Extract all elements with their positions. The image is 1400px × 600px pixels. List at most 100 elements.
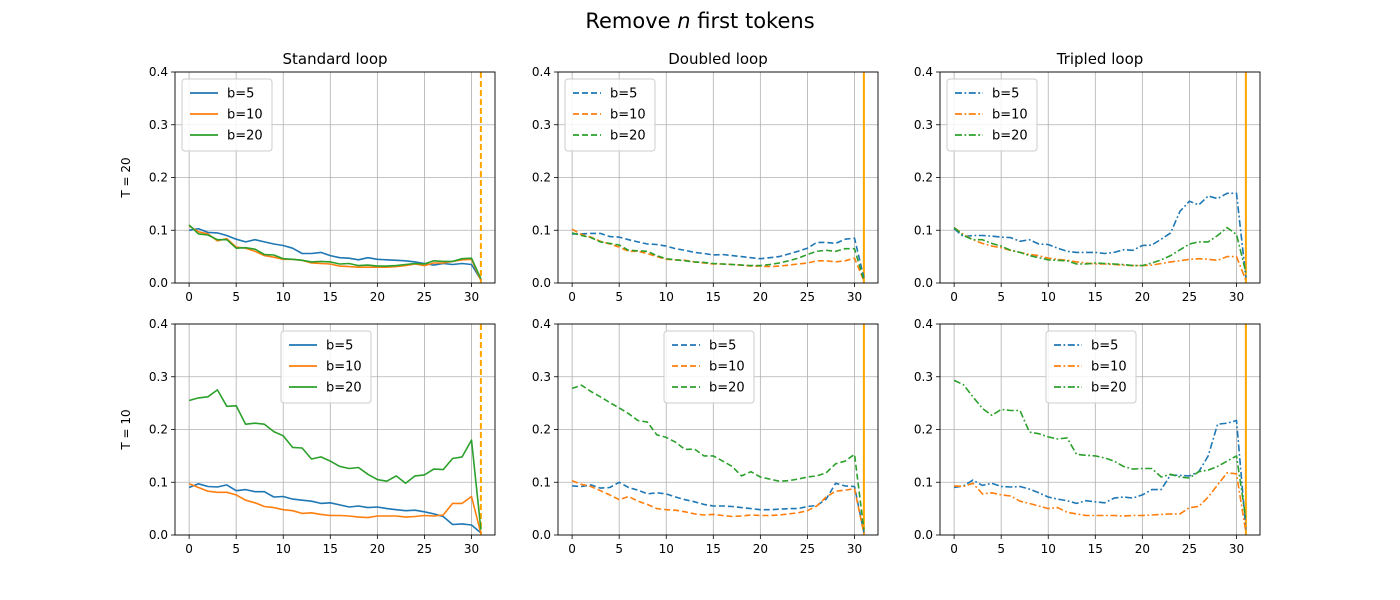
legend-box: [181, 78, 273, 152]
y-axis-label: T = 10: [119, 409, 133, 450]
series-line-b-20: [571, 384, 865, 530]
legend-label: b=10: [1091, 360, 1127, 375]
series-line-b-5: [188, 227, 482, 281]
x-tick-label: 25: [800, 290, 815, 304]
x-tick-label: 20: [370, 290, 385, 304]
series-line-b-5: [572, 232, 865, 278]
x-tick-label: 20: [753, 290, 768, 304]
y-tick-label: 0.2: [914, 423, 933, 437]
legend-label: b=5: [992, 87, 1019, 102]
x-tick-label: 5: [615, 542, 623, 556]
x-tick-label: 10: [659, 542, 674, 556]
series-line-b-10: [188, 225, 482, 281]
x-tick-label: 20: [753, 542, 768, 556]
y-tick-label: 0.4: [532, 317, 551, 331]
x-tick-label: 30: [464, 290, 479, 304]
y-tick-label: 0.3: [532, 118, 551, 132]
series-line-b-20: [188, 389, 482, 530]
y-tick-label: 0.4: [532, 65, 551, 79]
x-tick-label: 10: [1041, 542, 1056, 556]
subplot-4: 0 5 10 15 20 25 30 0.0 0.1 0.2 0.3 0.4 T = 10 b=5 b=10…: [119, 317, 496, 556]
y-tick-label: 0.3: [149, 370, 168, 384]
subplot-2: 0 5 10 15 20 25 30 0.0 0.1 0.2 0.3 0.4 Doubled loop b…: [532, 50, 879, 304]
y-tick-label: 0.0: [149, 528, 168, 542]
y-tick-label: 0.2: [149, 171, 168, 185]
axes-frame: [557, 323, 879, 536]
x-tick-label: 0: [950, 290, 958, 304]
legend-box: [280, 330, 372, 404]
y-tick-label: 0.1: [149, 475, 168, 489]
legend-label: b=20: [709, 381, 745, 396]
y-tick-label: 0.0: [914, 276, 933, 290]
y-tick-label: 0.0: [532, 276, 551, 290]
legend: b=5 b=10 b=20: [280, 330, 372, 404]
y-tick-label: 0.1: [914, 223, 933, 237]
x-tick-label: 5: [997, 542, 1005, 556]
x-tick-label: 30: [1229, 542, 1244, 556]
y-tick-label: 0.1: [149, 223, 168, 237]
y-tick-label: 0.0: [532, 528, 551, 542]
x-tick-label: 25: [1182, 290, 1197, 304]
x-tick-label: 10: [276, 542, 291, 556]
y-tick-label: 0.3: [532, 370, 551, 384]
x-tick-label: 25: [417, 542, 432, 556]
x-tick-label: 10: [1041, 290, 1056, 304]
axes-frame: [174, 71, 496, 284]
x-tick-label: 15: [706, 542, 721, 556]
subplot-title: Standard loop: [282, 50, 387, 68]
x-tick-label: 0: [568, 542, 576, 556]
plot-area: [953, 72, 1247, 283]
subplot-1: 0 5 10 15 20 25 30 0.0 0.1 0.2 0.3 0.4 Standard loop…: [119, 50, 496, 304]
subplot-grid: 0 5 10 15 20 25 30 0.0 0.1 0.2 0.3 0.4 Standard loop…: [119, 50, 1261, 556]
legend-label: b=10: [326, 360, 362, 375]
x-tick-label: 20: [1135, 542, 1150, 556]
legend-label: b=20: [1091, 381, 1127, 396]
legend-label: b=10: [227, 108, 263, 123]
x-tick-label: 5: [997, 290, 1005, 304]
series-line-b-20: [953, 226, 1247, 273]
x-tick-label: 15: [323, 542, 338, 556]
legend-label: b=5: [610, 87, 637, 102]
series-line-b-5: [188, 482, 482, 534]
y-tick-label: 0.2: [532, 171, 551, 185]
x-tick-label: 20: [370, 542, 385, 556]
legend-box: [1045, 330, 1137, 404]
x-tick-label: 25: [417, 290, 432, 304]
x-tick-label: 10: [276, 290, 291, 304]
y-tick-label: 0.3: [914, 370, 933, 384]
x-tick-label: 30: [1229, 290, 1244, 304]
x-tick-label: 25: [800, 542, 815, 556]
x-tick-label: 30: [464, 542, 479, 556]
x-tick-label: 15: [1088, 542, 1103, 556]
x-tick-label: 15: [706, 290, 721, 304]
series-line-b-10: [954, 471, 1247, 533]
legend: b=5 b=10 b=20: [181, 78, 273, 152]
x-tick-label: 5: [232, 542, 240, 556]
legend-label: b=20: [992, 129, 1028, 144]
series-line-b-10: [188, 483, 482, 534]
figure-title-prefix: Remove: [585, 9, 677, 33]
legend-label: b=10: [610, 108, 646, 123]
x-tick-label: 5: [615, 290, 623, 304]
subplot-title: Tripled loop: [1056, 50, 1144, 68]
legend-box: [946, 78, 1038, 152]
x-tick-label: 15: [323, 290, 338, 304]
x-tick-label: 5: [232, 290, 240, 304]
x-tick-label: 25: [1182, 542, 1197, 556]
legend: b=5 b=10 b=20: [1045, 330, 1137, 404]
x-tick-label: 0: [185, 290, 193, 304]
figure-title-variable: n: [677, 9, 690, 33]
y-tick-label: 0.0: [914, 528, 933, 542]
legend-label: b=5: [326, 339, 353, 354]
legend-label: b=5: [709, 339, 736, 354]
figure-title-suffix: first tokens: [691, 9, 815, 33]
x-tick-label: 30: [847, 290, 862, 304]
y-tick-label: 0.4: [149, 317, 168, 331]
figure-title: Remove n first tokens: [585, 9, 814, 33]
plot-area: [571, 324, 865, 535]
plot-area: [571, 72, 865, 283]
x-tick-label: 0: [950, 542, 958, 556]
legend-label: b=20: [610, 129, 646, 144]
y-tick-label: 0.2: [149, 423, 168, 437]
x-tick-label: 15: [1088, 290, 1103, 304]
